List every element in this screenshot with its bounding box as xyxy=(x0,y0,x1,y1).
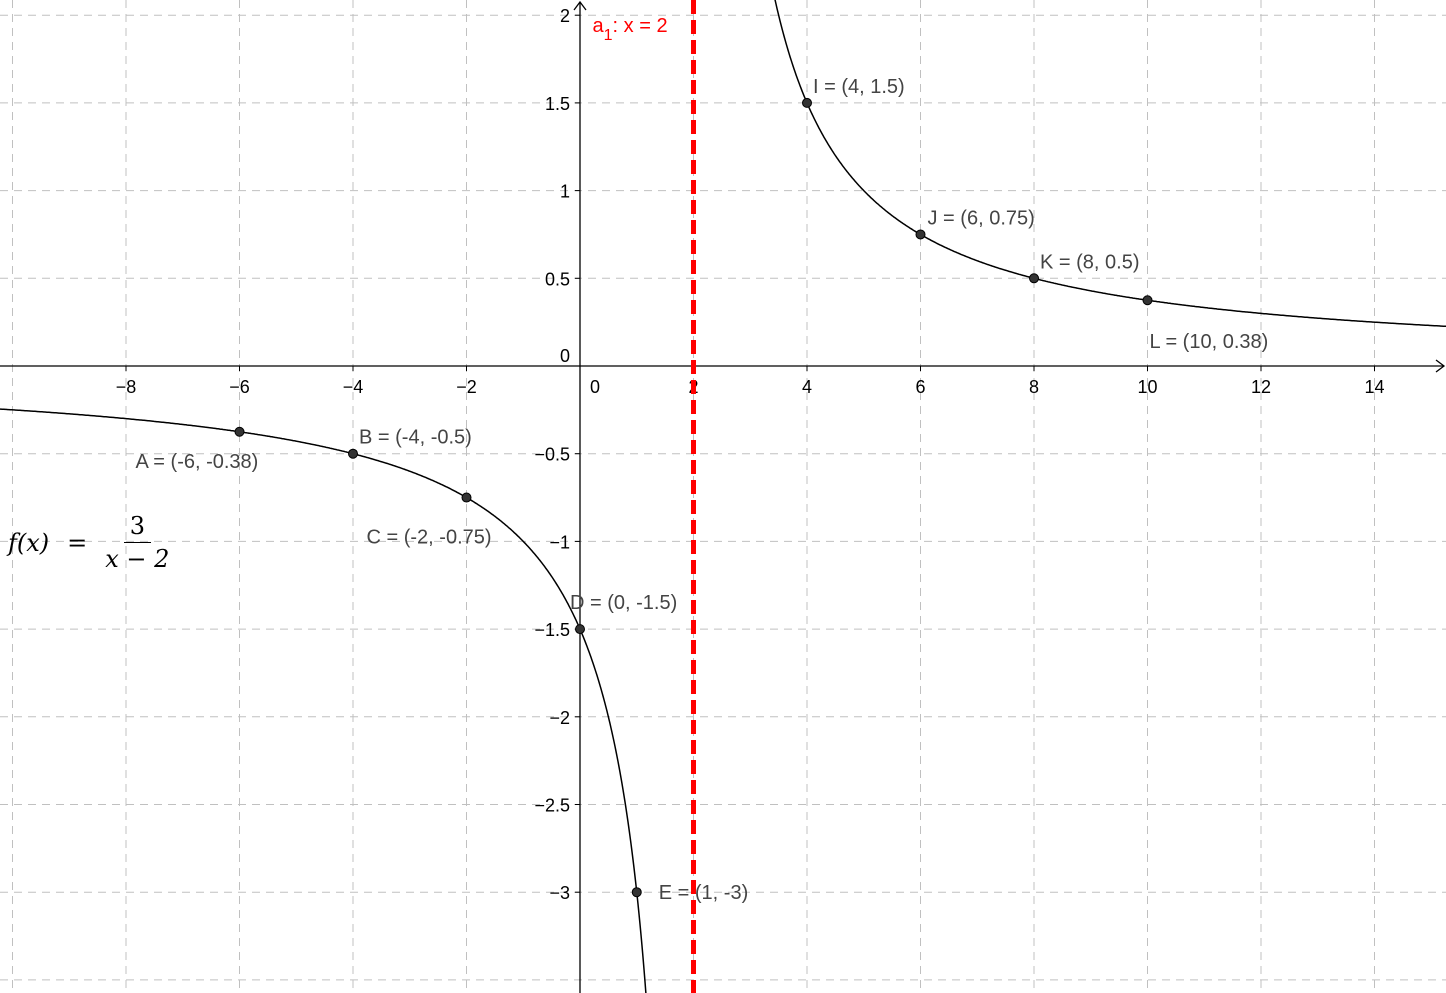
point-label: C = (-2, -0.75) xyxy=(367,527,492,549)
point-marker xyxy=(461,492,472,503)
y-tick-label: 2 xyxy=(560,6,570,26)
point-label: D = (0, -1.5) xyxy=(570,592,677,614)
point-label: E = (1, -3) xyxy=(659,882,748,904)
point-label: A = (-6, -0.38) xyxy=(136,451,259,473)
point-label: B = (-4, -0.5) xyxy=(359,427,472,449)
point-marker xyxy=(802,97,812,108)
point-marker xyxy=(1142,295,1153,306)
point-marker xyxy=(1029,273,1039,284)
x-tick-label: −2 xyxy=(456,377,477,397)
y-tick-label: −2 xyxy=(549,708,570,728)
y-tick-label: 0 xyxy=(560,346,570,366)
x-tick-label: 6 xyxy=(915,377,925,397)
asymptote-label: a1: x = 2 xyxy=(593,15,668,44)
y-tick-label: −1.5 xyxy=(534,620,570,640)
x-tick-label: 0 xyxy=(590,377,600,397)
point-label: K = (8, 0.5) xyxy=(1040,251,1140,273)
point-marker xyxy=(348,448,358,459)
y-tick-label: 1.5 xyxy=(545,94,570,114)
x-tick-label: 4 xyxy=(802,377,812,397)
x-tick-label: −6 xyxy=(229,377,250,397)
point-label: L = (10, 0.38) xyxy=(1150,331,1269,353)
y-axis-arrow xyxy=(573,0,587,11)
point-marker xyxy=(575,624,585,635)
formula-lhs: f(x) xyxy=(8,528,50,557)
y-tick-label: 1 xyxy=(560,182,570,202)
x-tick-label: −4 xyxy=(343,377,364,397)
x-tick-label: −8 xyxy=(116,377,137,397)
function-curve-left-branch xyxy=(0,408,647,993)
point-label: J = (6, 0.75) xyxy=(928,207,1035,229)
x-tick-label: 12 xyxy=(1251,377,1271,397)
x-tick-label: 14 xyxy=(1364,377,1384,397)
x-axis-arrow xyxy=(1435,359,1446,373)
point-label: I = (4, 1.5) xyxy=(813,76,905,98)
x-tick-label: 8 xyxy=(1029,377,1039,397)
point-marker xyxy=(234,426,245,437)
point-marker xyxy=(631,887,642,898)
y-tick-label: −2.5 xyxy=(534,796,570,816)
y-tick-label: −1 xyxy=(549,532,570,552)
x-tick-label: 10 xyxy=(1137,377,1157,397)
formula-equals: = xyxy=(67,528,88,557)
formula-numerator: 3 xyxy=(123,512,151,543)
formula-denominator: x − 2 xyxy=(105,545,170,573)
y-tick-label: −3 xyxy=(549,883,570,903)
point-marker xyxy=(915,229,926,240)
y-tick-label: −0.5 xyxy=(534,445,570,465)
y-tick-label: 0.5 xyxy=(545,269,570,289)
function-curve-right-branch xyxy=(774,0,1446,328)
function-formula: f(x) = 3 x − 2 xyxy=(8,512,169,573)
formula-fraction: 3 x − 2 xyxy=(105,512,169,573)
